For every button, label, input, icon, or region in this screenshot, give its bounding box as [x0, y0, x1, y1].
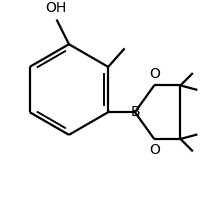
Text: B: B [130, 105, 140, 119]
Text: OH: OH [45, 1, 66, 15]
Text: O: O [149, 67, 160, 81]
Text: O: O [149, 143, 160, 157]
